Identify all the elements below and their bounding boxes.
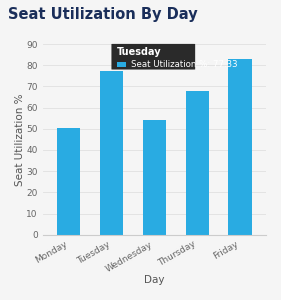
Bar: [57, 128, 80, 235]
Bar: [142, 120, 166, 235]
X-axis label: Day: Day: [144, 275, 165, 285]
FancyBboxPatch shape: [112, 44, 195, 70]
FancyBboxPatch shape: [117, 61, 126, 67]
Bar: [100, 71, 123, 235]
Bar: [185, 91, 209, 235]
Y-axis label: Seat Utilization %: Seat Utilization %: [15, 93, 25, 186]
Text: Seat Utilization By Day: Seat Utilization By Day: [8, 8, 198, 22]
Text: Tuesday: Tuesday: [117, 47, 162, 57]
Text: Seat Utilization %: 77.33: Seat Utilization %: 77.33: [131, 60, 237, 69]
Bar: [228, 59, 252, 235]
